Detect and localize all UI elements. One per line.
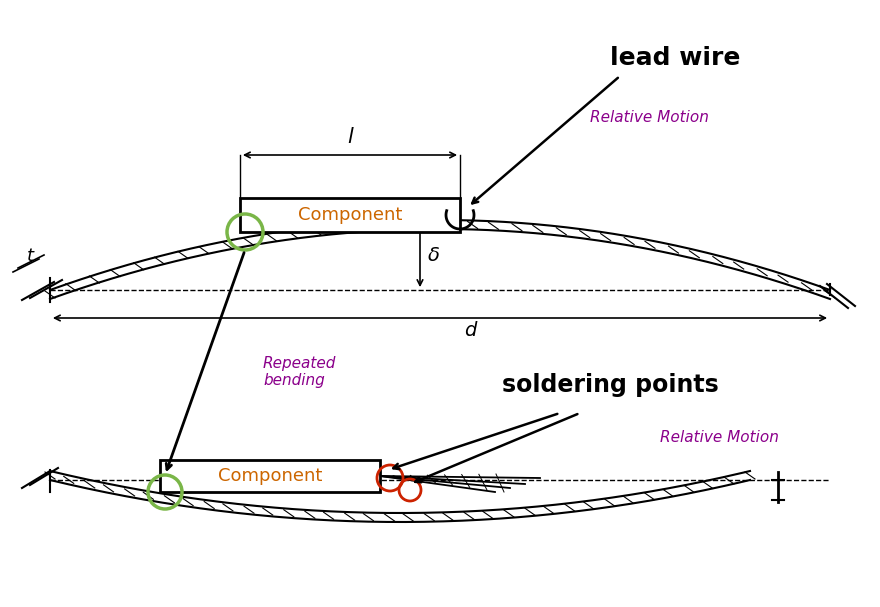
Text: Relative Motion: Relative Motion (590, 110, 709, 126)
Text: l: l (347, 127, 353, 147)
Text: Component: Component (218, 467, 322, 485)
Text: Repeated
bending: Repeated bending (263, 356, 336, 388)
Text: lead wire: lead wire (610, 46, 740, 70)
Text: Component: Component (297, 206, 402, 224)
Bar (240, 198, 460, 232)
Text: soldering points: soldering points (502, 373, 718, 397)
Text: t: t (26, 247, 33, 265)
Text: d: d (464, 321, 476, 340)
Text: Relative Motion: Relative Motion (660, 430, 779, 446)
Text: δ: δ (428, 246, 440, 265)
Bar (160, 460, 380, 492)
